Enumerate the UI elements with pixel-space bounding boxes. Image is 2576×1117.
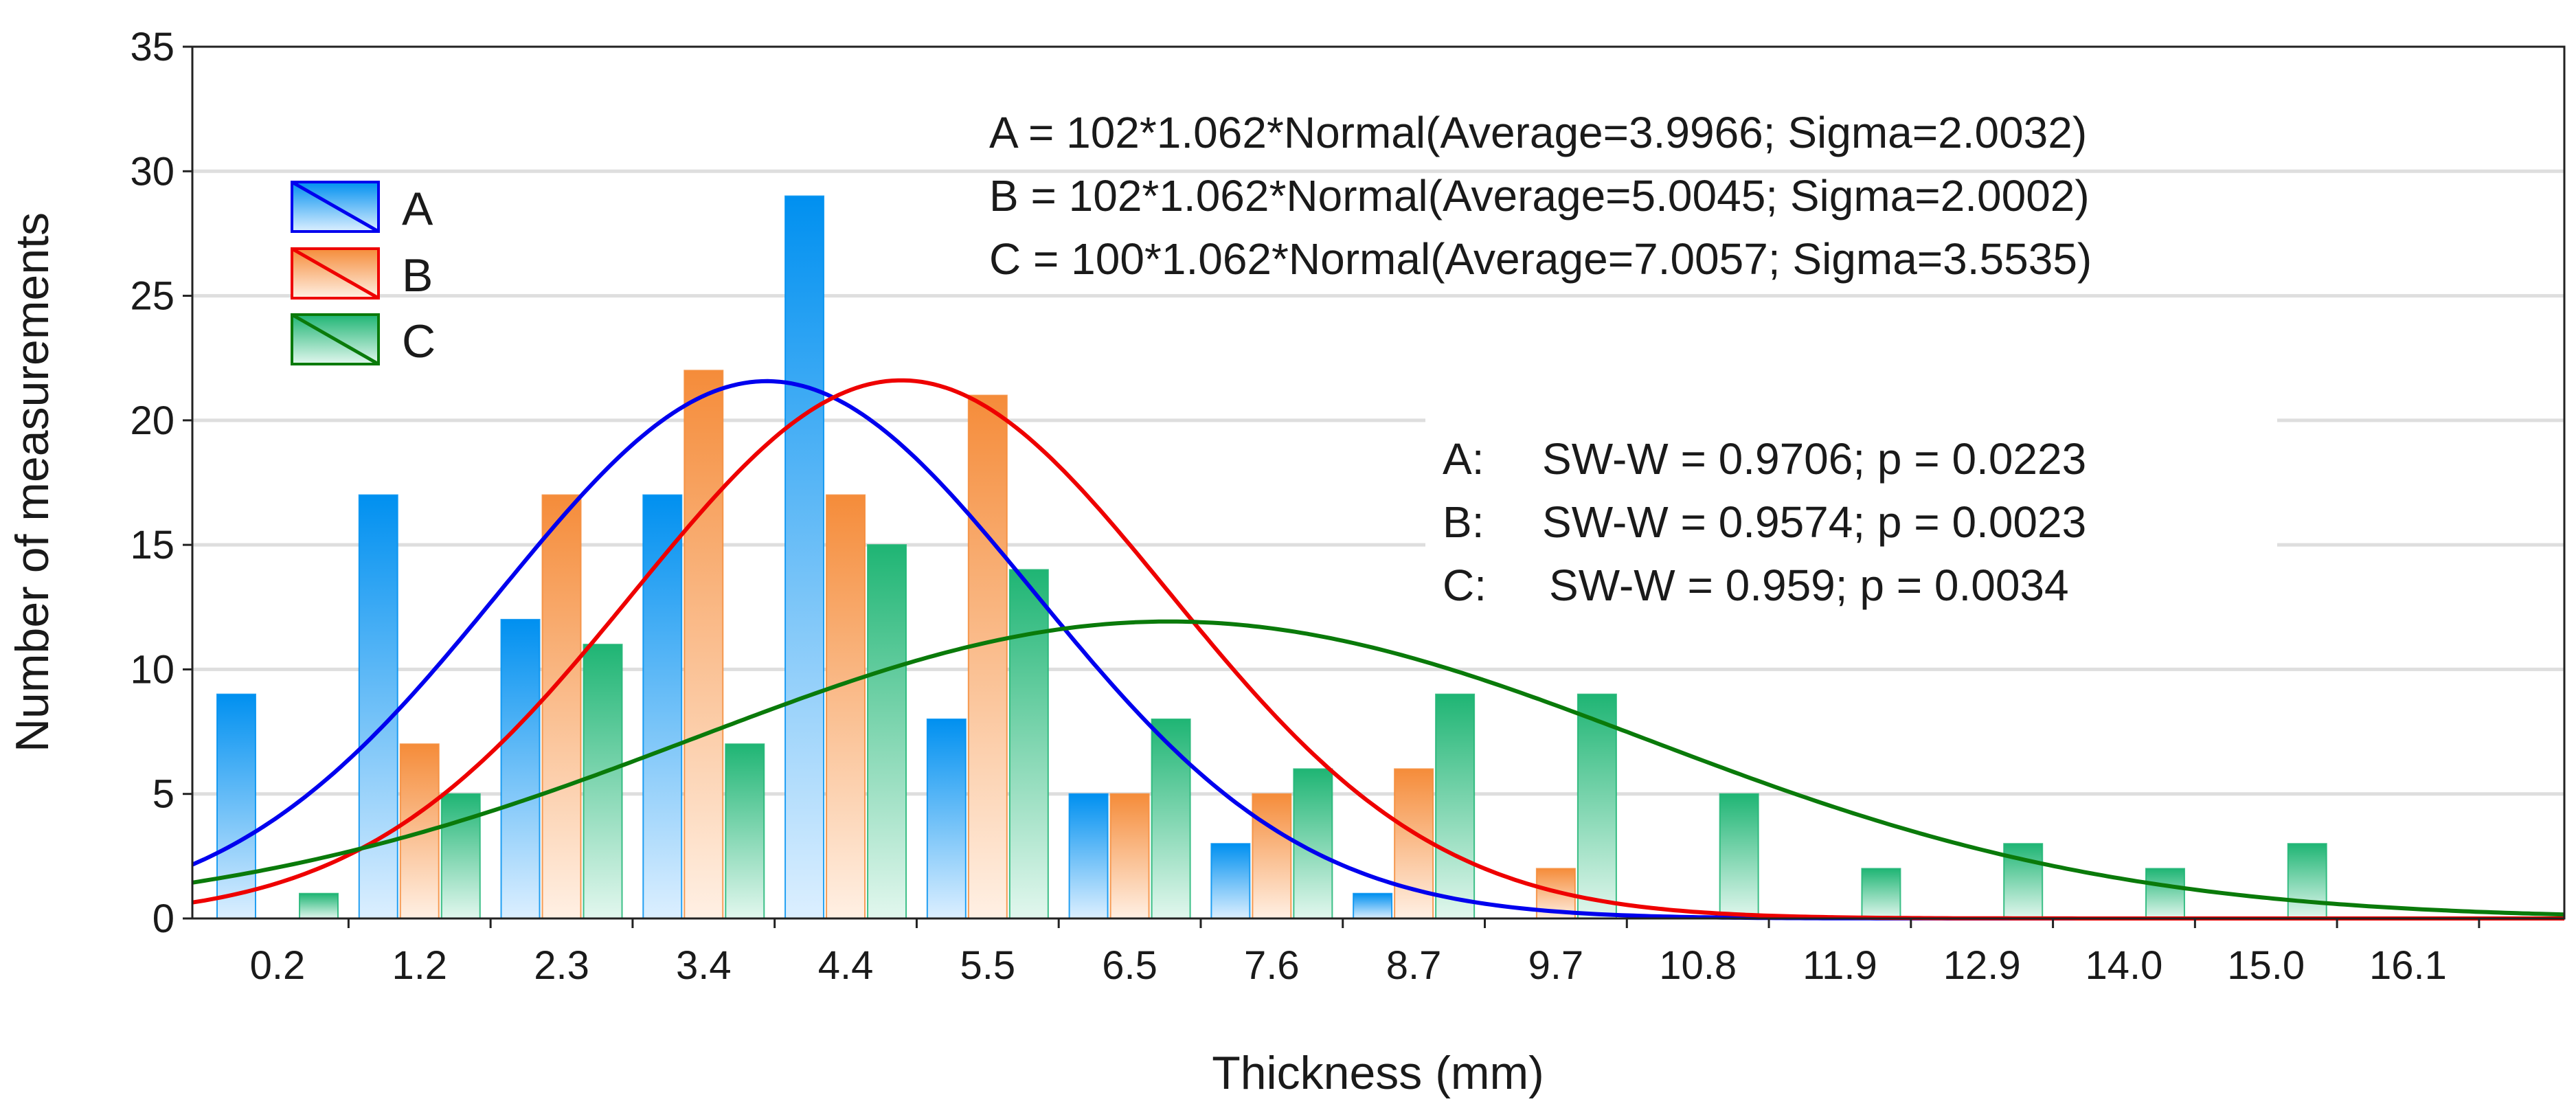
shapiro-wilk-tests: A: SW-W = 0.9706; p = 0.0223 B: SW-W = 0… [1425,412,2277,622]
y-tick-label: 5 [152,772,174,817]
bar-c-7 [1293,768,1333,920]
bar-a-8 [1353,892,1393,919]
x-tick-label: 7.6 [1244,943,1300,988]
bar-b-7 [1252,793,1292,919]
x-tick-label: 14.0 [2086,943,2163,988]
bar-b-4 [826,494,866,919]
bar-a-0 [216,693,256,920]
legend-label-b: B [402,249,433,302]
legend-line-a [291,180,380,234]
sw-tests-background [1425,412,2277,622]
formula-b: B = 102*1.062*Normal(Average=5.0045; Sig… [989,171,2090,221]
x-tick-label: 10.8 [1659,943,1737,988]
bar-a-7 [1210,843,1251,919]
sw-label-b: B: [1443,497,1484,547]
bar-b-6 [1109,793,1150,919]
bar-a-5 [926,718,967,919]
legend: A B C [291,180,436,368]
bar-c-9 [1577,693,1617,920]
x-tick-label: 3.4 [676,943,732,988]
x-axis-title: Thickness (mm) [1212,1047,1544,1099]
bar-c-2 [583,644,623,920]
x-tick-label: 8.7 [1386,943,1442,988]
y-tick-label: 0 [152,896,174,941]
x-tick-label: 0.2 [250,943,306,988]
y-tick-label: 30 [130,149,174,194]
bar-c-10 [1719,793,1759,919]
legend-line-c [291,313,380,366]
x-tick-label: 4.4 [818,943,874,988]
x-tick-label: 15.0 [2227,943,2305,988]
y-tick-label: 35 [130,25,174,69]
legend-item-c: C [291,313,436,368]
bar-c-5 [1008,569,1049,920]
legend-item-a: A [291,180,433,235]
x-tick-label: 11.9 [1803,943,1877,988]
y-tick-label: 15 [130,523,174,567]
fit-curve-c [192,619,2565,917]
bar-c-3 [725,743,765,919]
bar-c-6 [1151,718,1191,919]
sw-text-a: SW-W = 0.9706; p = 0.0223 [1542,434,2086,484]
bar-c-8 [1435,693,1476,920]
legend-item-b: B [291,247,433,302]
x-tick-label: 12.9 [1943,943,2021,988]
bar-b-5 [967,394,1008,919]
legend-line-b [291,247,380,300]
plot-frame [191,45,2566,920]
bar-c-0 [299,892,339,919]
sw-text-b: SW-W = 0.9574; p = 0.0023 [1542,497,2086,547]
sw-label-c: C: [1443,561,1487,610]
x-tick-label: 16.1 [2369,943,2447,988]
x-tick-label: 2.3 [534,943,589,988]
bar-a-4 [784,195,825,919]
x-tick-label: 9.7 [1528,943,1584,988]
bar-b-2 [541,494,582,919]
sw-label-a: A: [1443,434,1484,484]
bar-b-8 [1394,768,1434,920]
legend-label-c: C [402,315,436,368]
bar-a-6 [1068,793,1109,919]
bars [216,195,2327,920]
formula-a: A = 102*1.062*Normal(Average=3.9966; Sig… [989,108,2087,157]
y-tick-label: 20 [130,398,174,443]
fit-formulas: A = 102*1.062*Normal(Average=3.9966; Sig… [989,108,2092,284]
bar-c-13 [2145,868,2185,919]
formula-c: C = 100*1.062*Normal(Average=7.0057; Sig… [989,234,2092,284]
bar-a-1 [358,494,398,919]
bar-b-3 [683,370,724,919]
x-tick-label: 5.5 [960,943,1016,988]
bar-c-1 [440,793,481,919]
x-tick-label: 1.2 [392,943,447,988]
y-axis-title: Number of measurements [6,212,58,752]
x-tick-label: 6.5 [1102,943,1157,988]
y-tick-label: 10 [130,647,174,692]
y-tick-label: 25 [130,274,174,319]
legend-label-a: A [402,183,433,235]
sw-text-c: SW-W = 0.959; p = 0.0034 [1549,561,2069,610]
axes: 0 5 10 15 20 25 30 35 0.2 1.2 2.3 3.4 4.4 5.5 6.5 7.6 8.… [130,25,2481,988]
bar-c-14 [2287,843,2327,919]
bar-c-11 [1861,868,1901,919]
bar-a-2 [500,618,541,920]
bar-c-4 [867,544,907,919]
